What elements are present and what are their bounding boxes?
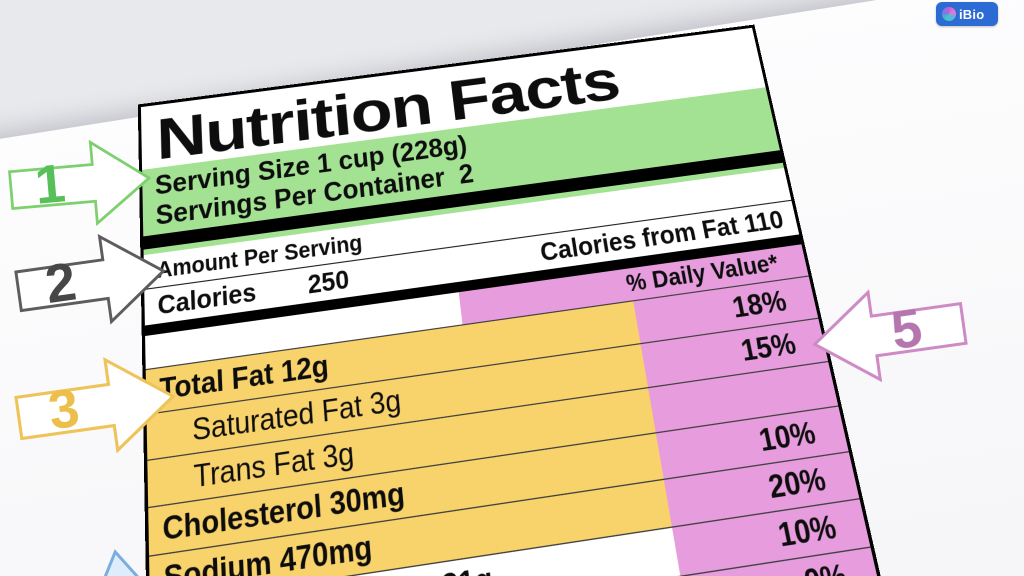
arrow-shape	[8, 139, 152, 227]
calories-value: 250	[306, 264, 351, 300]
callout-arrow-1: 1	[0, 129, 162, 238]
callout-arrow-4-tip-icon	[89, 542, 144, 576]
arrow-shape	[14, 233, 166, 325]
callout-arrow-3: 3	[7, 341, 187, 473]
ibio-logo-badge: iBio	[936, 2, 998, 26]
arrow-shape	[812, 289, 968, 383]
arrow-shape	[14, 356, 176, 454]
logo-text: iBio	[959, 6, 985, 22]
arrow-tip-shape	[98, 549, 144, 576]
callout-arrow-2: 2	[8, 220, 177, 343]
callout-arrow-5: 5	[801, 269, 974, 398]
arrow-1-number: 1	[32, 153, 68, 216]
globe-icon	[942, 7, 956, 21]
